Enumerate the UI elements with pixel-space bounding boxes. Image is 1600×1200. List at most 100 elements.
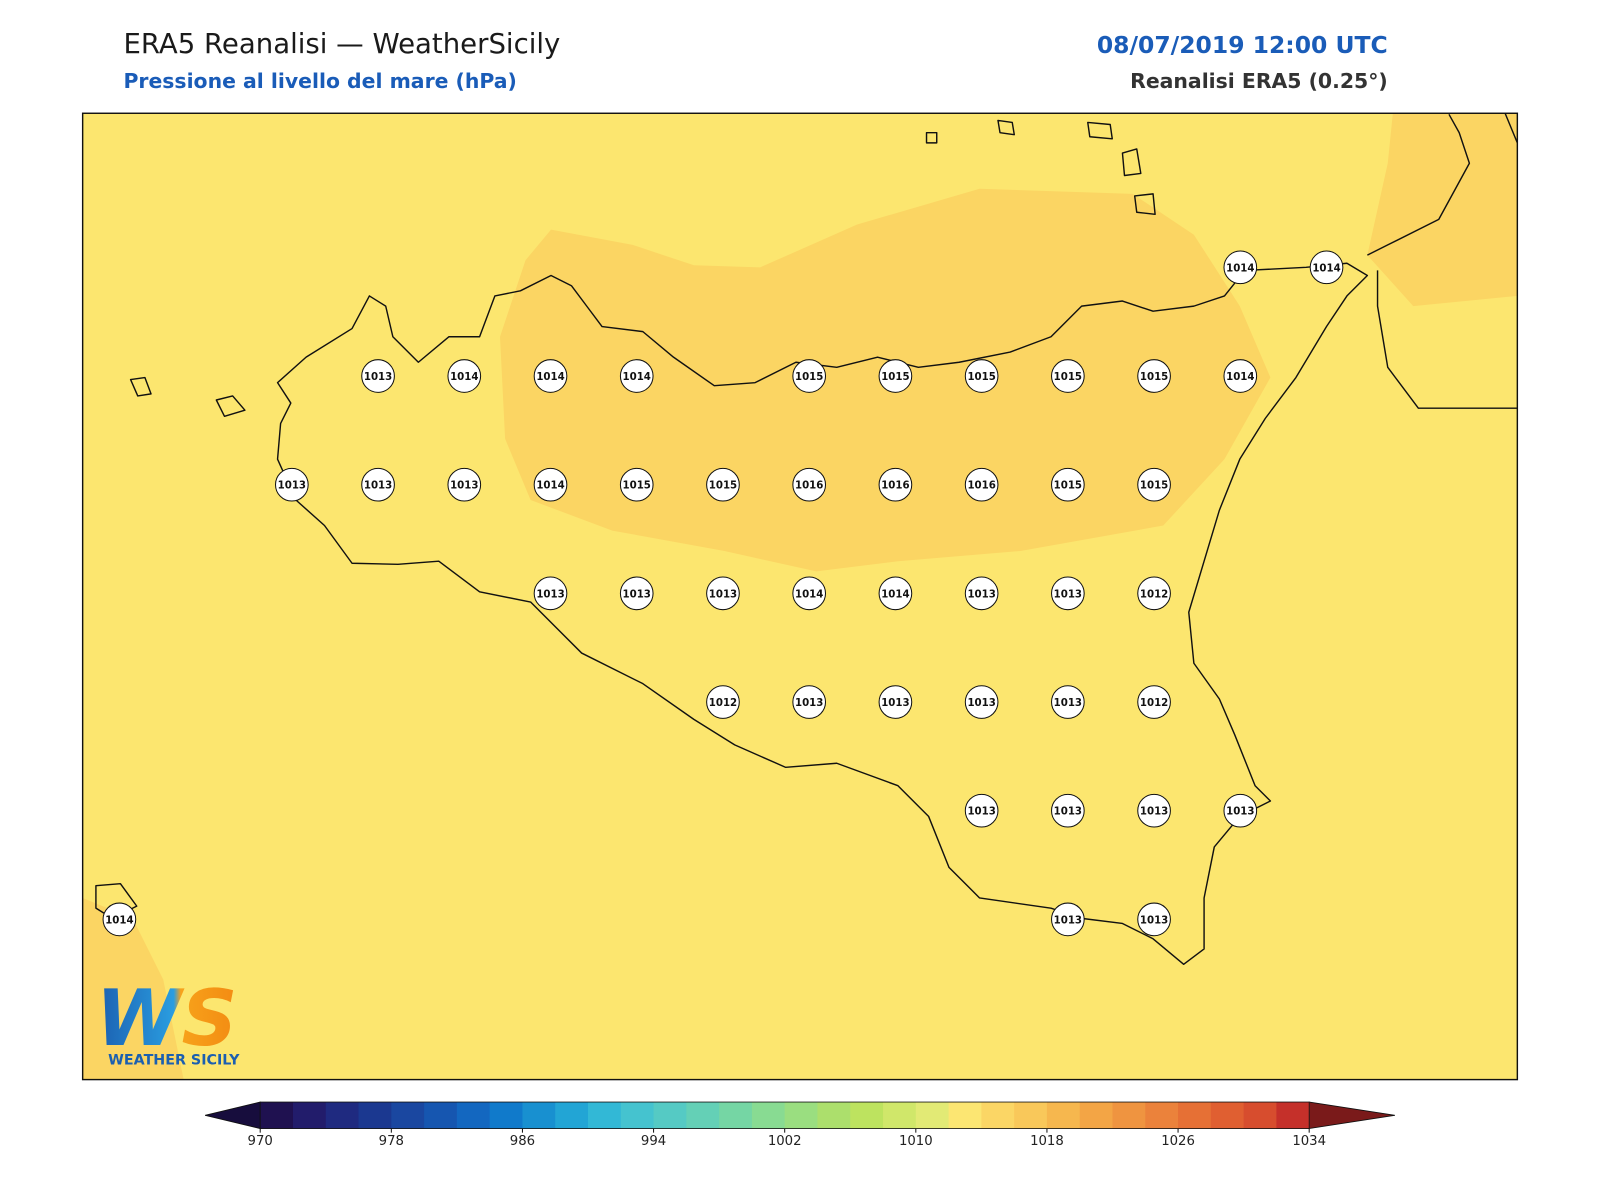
station-value: 1013	[1054, 589, 1082, 600]
station-marker	[964, 793, 999, 828]
colorbar-tick-label: 994	[641, 1134, 666, 1149]
colorbar-bin	[1178, 1102, 1212, 1129]
station-value: 1013	[364, 372, 392, 383]
colorbar-bin	[686, 1102, 720, 1129]
colorbar-tick-label: 1002	[768, 1134, 802, 1149]
station-marker	[706, 685, 740, 719]
station-marker	[792, 576, 827, 611]
colorbar-tick-label: 1034	[1292, 1134, 1326, 1149]
colorbar-bin	[784, 1102, 818, 1129]
station-value: 1013	[1140, 807, 1168, 818]
station-marker	[1051, 467, 1085, 502]
station-value: 1012	[1140, 698, 1168, 709]
colorbar-tick-label: 1018	[1030, 1134, 1064, 1149]
station-marker	[1309, 250, 1344, 285]
station-marker	[533, 576, 568, 611]
colorbar-bin	[915, 1102, 950, 1129]
station-marker	[878, 359, 913, 393]
station-value: 1016	[795, 481, 823, 492]
station-marker	[1137, 902, 1171, 937]
station-marker	[878, 685, 913, 719]
station-marker	[1051, 793, 1085, 828]
station-marker	[1051, 359, 1085, 393]
station-value: 1015	[1140, 372, 1168, 383]
station-value: 1013	[967, 807, 995, 818]
colorbar-tick-label: 978	[379, 1134, 404, 1149]
station-value: 1013	[1054, 807, 1082, 818]
station-value: 1014	[105, 915, 133, 926]
station-marker	[619, 576, 654, 611]
colorbar-bin	[1112, 1102, 1146, 1129]
station-value: 1016	[881, 481, 909, 492]
station-marker	[1137, 793, 1171, 828]
station-value: 1014	[536, 372, 564, 383]
station-labels: 1014 1014 1013 1014 1014 1014 1015 1015 1015 1015…	[102, 250, 1344, 937]
colorbar-bin	[358, 1102, 392, 1129]
colorbar-bin	[391, 1102, 425, 1129]
colorbar-bin	[1210, 1102, 1245, 1129]
island	[95, 119, 1156, 920]
colorbar-bin	[751, 1102, 786, 1129]
station-value: 1015	[1054, 372, 1082, 383]
station-marker	[792, 685, 827, 719]
station-marker	[447, 467, 482, 502]
colorbar-bin	[555, 1102, 589, 1129]
station-marker	[533, 467, 568, 502]
colorbar-bin	[850, 1102, 884, 1129]
colorbar-bin	[883, 1102, 917, 1129]
subtitle: Pressione al livello del mare (hPa)	[123, 69, 516, 93]
source: Reanalisi ERA5 (0.25°)	[1130, 69, 1388, 93]
station-value: 1014	[1226, 372, 1254, 383]
station-value: 1015	[1140, 481, 1168, 492]
station-marker	[1051, 902, 1085, 937]
station-value: 1013	[709, 589, 737, 600]
station-value: 1014	[623, 372, 651, 383]
colorbar-tick-label: 986	[510, 1134, 535, 1149]
station-marker	[964, 685, 999, 719]
colorbar-bin	[719, 1102, 753, 1129]
colorbar-tick-label: 1026	[1161, 1134, 1195, 1149]
colorbar-bin	[489, 1102, 523, 1129]
station-marker	[361, 467, 395, 502]
station-marker	[1223, 250, 1258, 285]
station-marker	[1051, 576, 1085, 611]
station-value: 1015	[1054, 481, 1082, 492]
logo: WS WEATHER SICILY	[96, 974, 240, 1068]
station-marker	[1137, 359, 1171, 393]
station-marker	[964, 576, 999, 611]
colorbar-bin	[292, 1102, 327, 1129]
station-value: 1014	[881, 589, 909, 600]
station-value: 1013	[278, 481, 306, 492]
station-value: 1014	[1226, 263, 1254, 274]
station-marker	[792, 467, 827, 502]
station-value: 1013	[881, 698, 909, 709]
coastline	[1367, 113, 1518, 409]
colorbar-tick-label: 970	[248, 1134, 273, 1149]
station-value: 1013	[1054, 698, 1082, 709]
station-marker	[1223, 359, 1258, 393]
station-value: 1015	[967, 372, 995, 383]
date: 08/07/2019 12:00 UTC	[1097, 31, 1388, 59]
station-marker	[361, 359, 395, 393]
colorbar-bin	[1014, 1102, 1048, 1129]
colorbar-bin	[1046, 1102, 1081, 1129]
colorbar-extension	[1308, 1101, 1395, 1130]
colorbar-extension	[205, 1101, 261, 1130]
station-value: 1015	[709, 481, 737, 492]
station-marker	[964, 359, 999, 393]
logo-mark: WS	[96, 974, 237, 1064]
station-marker	[447, 359, 482, 393]
colorbar-bin	[1276, 1102, 1310, 1129]
colorbar-tick-label: 1010	[899, 1134, 933, 1149]
colorbar-bin	[653, 1102, 687, 1129]
station-marker	[533, 359, 568, 393]
station-marker	[102, 902, 137, 937]
station-value: 1014	[795, 589, 823, 600]
station-value: 1015	[623, 481, 651, 492]
station-marker	[1137, 467, 1171, 502]
colorbar-bin	[260, 1102, 294, 1129]
station-marker	[1051, 685, 1085, 719]
station-value: 1012	[1140, 589, 1168, 600]
colorbar-bin	[817, 1102, 851, 1129]
